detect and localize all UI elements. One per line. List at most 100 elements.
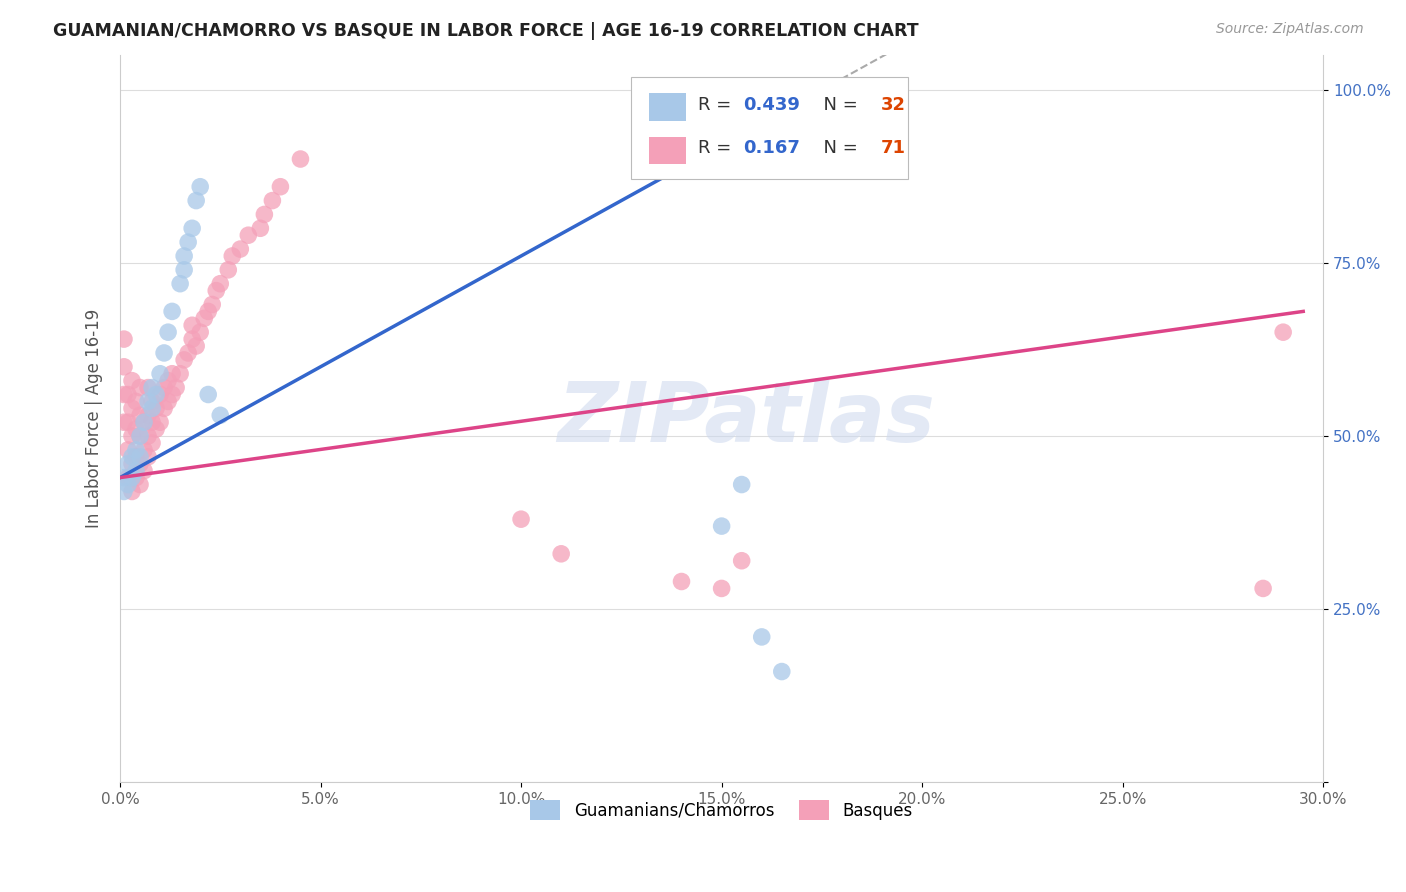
Text: 0.167: 0.167	[744, 139, 800, 157]
Point	[121, 429, 143, 443]
Point	[136, 450, 159, 464]
Point	[129, 477, 152, 491]
Point	[112, 470, 135, 484]
Point	[205, 284, 228, 298]
Point	[229, 242, 252, 256]
Point	[141, 394, 163, 409]
Point	[125, 394, 148, 409]
Point	[149, 367, 172, 381]
Point	[145, 401, 167, 416]
Point	[221, 249, 243, 263]
Point	[177, 346, 200, 360]
Point	[149, 415, 172, 429]
Text: 0.439: 0.439	[744, 95, 800, 113]
Point	[132, 464, 155, 478]
Point	[269, 179, 291, 194]
Point	[181, 318, 204, 333]
Point	[1272, 325, 1295, 339]
Point	[157, 374, 180, 388]
Point	[197, 304, 219, 318]
Point	[129, 381, 152, 395]
Point	[125, 442, 148, 457]
Point	[157, 394, 180, 409]
Point	[253, 207, 276, 221]
Point	[121, 484, 143, 499]
Point	[153, 381, 176, 395]
Point	[181, 332, 204, 346]
Point	[145, 422, 167, 436]
Point	[129, 457, 152, 471]
Text: R =: R =	[697, 139, 737, 157]
Point	[201, 297, 224, 311]
Point	[160, 304, 183, 318]
Point	[117, 457, 139, 471]
Point	[132, 415, 155, 429]
Point	[731, 554, 754, 568]
Y-axis label: In Labor Force | Age 16-19: In Labor Force | Age 16-19	[86, 310, 103, 528]
Point	[117, 442, 139, 457]
Point	[117, 470, 139, 484]
Point	[262, 194, 284, 208]
Point	[125, 464, 148, 478]
Point	[173, 249, 195, 263]
Point	[731, 477, 754, 491]
Point	[121, 450, 143, 464]
Point	[290, 152, 312, 166]
Point	[710, 519, 733, 533]
Point	[145, 387, 167, 401]
Point	[751, 630, 773, 644]
Point	[550, 547, 572, 561]
Point	[157, 325, 180, 339]
Point	[165, 381, 187, 395]
Point	[112, 359, 135, 374]
Point	[121, 457, 143, 471]
Point	[125, 422, 148, 436]
Point	[125, 470, 148, 484]
Point	[193, 311, 215, 326]
Point	[117, 477, 139, 491]
Point	[181, 221, 204, 235]
Point	[125, 450, 148, 464]
Text: GUAMANIAN/CHAMORRO VS BASQUE IN LABOR FORCE | AGE 16-19 CORRELATION CHART: GUAMANIAN/CHAMORRO VS BASQUE IN LABOR FO…	[53, 22, 920, 40]
Point	[153, 401, 176, 416]
Point	[177, 235, 200, 249]
Text: 71: 71	[880, 139, 905, 157]
Point	[249, 221, 271, 235]
Text: R =: R =	[697, 95, 737, 113]
Point	[238, 228, 260, 243]
Point	[112, 415, 135, 429]
Point	[173, 263, 195, 277]
Point	[129, 450, 152, 464]
Point	[169, 277, 191, 291]
Point	[117, 415, 139, 429]
Point	[671, 574, 693, 589]
Point	[188, 325, 211, 339]
Point	[132, 442, 155, 457]
Text: N =: N =	[811, 139, 863, 157]
Point	[136, 429, 159, 443]
Point	[149, 387, 172, 401]
Point	[186, 194, 208, 208]
Text: 32: 32	[880, 95, 905, 113]
Point	[141, 436, 163, 450]
Point	[186, 339, 208, 353]
Point	[141, 415, 163, 429]
Point	[710, 582, 733, 596]
Point	[209, 409, 232, 423]
Text: Source: ZipAtlas.com: Source: ZipAtlas.com	[1216, 22, 1364, 37]
Point	[129, 409, 152, 423]
Point	[129, 429, 152, 443]
Legend: Guamanians/Chamorros, Basques: Guamanians/Chamorros, Basques	[524, 794, 920, 826]
Point	[112, 484, 135, 499]
Point	[117, 387, 139, 401]
Point	[121, 401, 143, 416]
Point	[141, 401, 163, 416]
Point	[173, 352, 195, 367]
Point	[188, 179, 211, 194]
Point	[510, 512, 533, 526]
Point	[129, 429, 152, 443]
Point	[160, 387, 183, 401]
Point	[169, 367, 191, 381]
Point	[770, 665, 793, 679]
Point	[136, 394, 159, 409]
